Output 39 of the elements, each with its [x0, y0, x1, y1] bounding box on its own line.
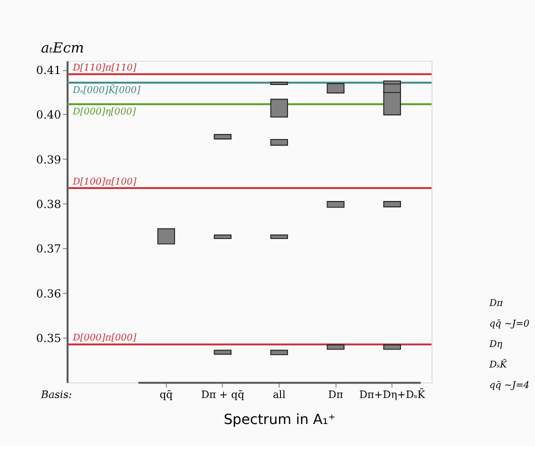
bar [326, 344, 344, 350]
bar [214, 350, 232, 355]
x-tick-label: qq̄ [160, 388, 174, 401]
bar [157, 228, 176, 244]
ref-line-label: D[000]π[000] [72, 332, 137, 344]
bar [270, 138, 288, 146]
x-tick-label: Dπ [328, 388, 344, 401]
bar [214, 234, 232, 240]
y-tick-label: 0.38 [36, 198, 62, 211]
text: qq̄ ~J=4 [489, 380, 530, 391]
x-tick-label: all [272, 388, 286, 401]
y-tick-label: 0.39 [36, 153, 62, 166]
y-tick-label: 0.40 [36, 108, 62, 122]
bar [326, 83, 344, 94]
bar [383, 201, 401, 208]
text: Dη [488, 338, 503, 350]
bar [270, 350, 288, 356]
y-axis-title: aₜEcm [41, 40, 84, 56]
ref-line-label: Dₛ[000]K̄[000] [72, 84, 141, 96]
bar [270, 98, 288, 118]
y-tick-label: 0.36 [36, 287, 62, 300]
y-tick-label: 0.35 [36, 332, 62, 345]
bar [326, 201, 344, 208]
text: Basis: [40, 389, 72, 402]
bar [214, 134, 232, 140]
bar [270, 82, 288, 85]
ref-line-label: D[000]η[000] [72, 106, 136, 118]
text: DₛK̄ [488, 358, 508, 370]
ref-line-label: D[100]π[100] [72, 176, 137, 188]
bar [383, 344, 401, 350]
bar [270, 234, 288, 240]
text: Dπ [488, 298, 504, 309]
y-tick-label: 0.37 [36, 242, 62, 256]
x-tick-label: Dπ + qq̄ [201, 388, 245, 401]
x-axis-title: Spectrum in A₁⁺ [224, 412, 336, 428]
ref-line-label: D[110]π[110] [72, 62, 137, 74]
x-tick-label: Dπ+Dη+DₛK̄ [359, 388, 426, 401]
y-tick-label: 0.41 [36, 64, 62, 77]
text: qq̄ ~J=0 [489, 318, 530, 330]
